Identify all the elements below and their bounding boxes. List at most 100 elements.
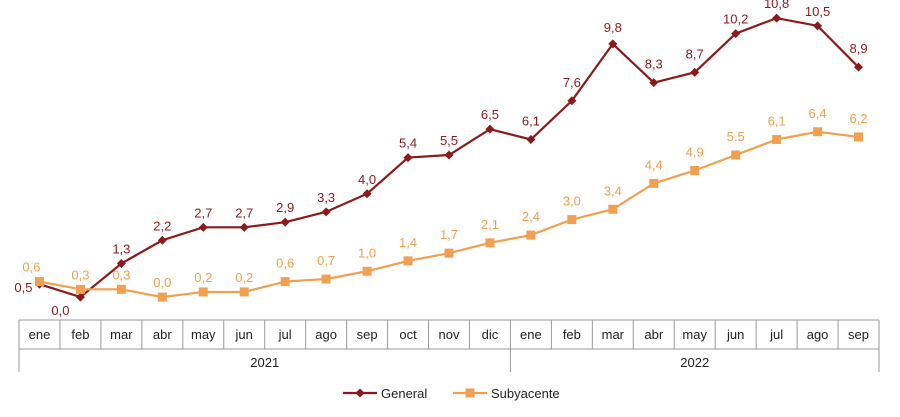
data-point	[362, 189, 372, 199]
x-tick-label: ago	[807, 327, 829, 342]
data-label: 8,7	[686, 46, 704, 61]
data-label: 0,5	[14, 280, 32, 295]
x-tick-label: nov	[439, 327, 460, 342]
legend-marker	[465, 388, 475, 398]
legend-label: General	[381, 386, 427, 401]
data-label: 1,7	[440, 227, 458, 242]
x-tick-label: abr	[644, 327, 663, 342]
data-label: 6,1	[768, 114, 786, 129]
data-point	[198, 287, 208, 297]
data-label: 0,3	[71, 267, 89, 282]
data-label: 5,4	[399, 136, 417, 151]
x-tick-label: jul	[769, 327, 783, 342]
data-label: 1,3	[112, 242, 130, 257]
data-point	[198, 222, 208, 232]
data-point	[157, 235, 167, 245]
data-label: 6,1	[522, 114, 540, 129]
data-point	[321, 207, 331, 217]
x-tick-label: sep	[848, 327, 869, 342]
data-label: 2,9	[276, 200, 294, 215]
data-label: 5,5	[440, 133, 458, 148]
data-label: 3,3	[317, 190, 335, 205]
data-point	[526, 230, 536, 240]
data-point	[690, 67, 700, 77]
data-point	[690, 166, 700, 175]
x-tick-label: feb	[563, 327, 581, 342]
data-point	[731, 150, 741, 160]
data-label: 0,6	[22, 260, 40, 275]
data-point	[75, 284, 85, 294]
data-point	[362, 266, 372, 276]
data-label: 0,3	[112, 267, 130, 282]
data-label: 2,7	[194, 205, 212, 220]
data-label: 6,4	[809, 106, 827, 121]
data-point	[280, 277, 290, 287]
x-tick-label: mar	[110, 327, 133, 342]
data-point	[608, 39, 618, 49]
data-labels: 0,5 0,0 1,3 2,2 2,7 2,7 2,9 3,3 4,0 5,4 5,5 6,5 6,1 7…	[14, 0, 867, 318]
x-tick-label: ene	[29, 327, 51, 342]
x-tick-label: may	[682, 327, 707, 342]
data-point	[567, 215, 577, 225]
data-label: 4,9	[686, 145, 704, 160]
x-tick-label: abr	[153, 327, 172, 342]
data-point	[854, 62, 864, 72]
data-point	[649, 178, 659, 188]
legend-marker	[355, 388, 365, 398]
data-point	[239, 287, 249, 297]
data-label: 2,1	[481, 217, 499, 232]
data-label: 10,2	[723, 12, 748, 27]
data-label: 0,0	[51, 303, 69, 318]
x-tick-label: mar	[602, 327, 625, 342]
x-tick-label: jun	[235, 327, 253, 342]
data-point	[485, 124, 495, 134]
data-label: 7,6	[563, 75, 581, 90]
data-point	[649, 78, 659, 88]
data-point	[567, 96, 577, 106]
data-point	[157, 292, 167, 302]
data-point	[321, 274, 331, 284]
data-label: 4,0	[358, 172, 376, 187]
data-point	[526, 135, 536, 144]
data-point	[854, 132, 864, 142]
data-label: 6,2	[849, 111, 867, 126]
data-point	[239, 222, 249, 232]
data-point	[772, 135, 782, 144]
data-point	[75, 292, 85, 302]
data-point	[116, 284, 126, 294]
x-tick-label: feb	[71, 327, 89, 342]
data-point	[34, 277, 44, 287]
data-point	[485, 238, 495, 248]
data-label: 10,5	[805, 4, 830, 19]
data-label: 2,7	[235, 205, 253, 220]
data-label: 1,4	[399, 235, 417, 250]
data-label: 3,0	[563, 194, 581, 209]
data-label: 6,5	[481, 107, 499, 122]
data-point	[731, 29, 741, 39]
data-label: 9,8	[604, 20, 622, 35]
category-axis: ene feb mar abr may jun jul ago sep oct nov dic ene f…	[18, 319, 880, 372]
data-point	[608, 204, 618, 214]
x-tick-label: dic	[482, 327, 499, 342]
data-point	[444, 150, 454, 160]
data-label: 10,8	[764, 0, 789, 11]
x-tick-label: ago	[315, 327, 337, 342]
data-point	[403, 256, 413, 266]
data-label: 0,7	[317, 253, 335, 268]
x-tick-label: jul	[278, 327, 292, 342]
x-tick-label: sep	[357, 327, 378, 342]
x-tick-label: ene	[520, 327, 542, 342]
data-label: 0,0	[153, 275, 171, 290]
data-label: 8,9	[849, 41, 867, 56]
data-label: 5,5	[727, 129, 745, 144]
data-point	[444, 248, 454, 258]
year-group-label: 2022	[680, 355, 709, 370]
data-label: 0,6	[276, 256, 294, 271]
data-label: 2,4	[522, 209, 540, 224]
data-label: 3,4	[604, 183, 622, 198]
year-group-label: 2021	[250, 355, 279, 370]
data-label: 0,2	[194, 270, 212, 285]
x-tick-label: oct	[399, 327, 417, 342]
legend-label: Subyacente	[491, 386, 560, 401]
